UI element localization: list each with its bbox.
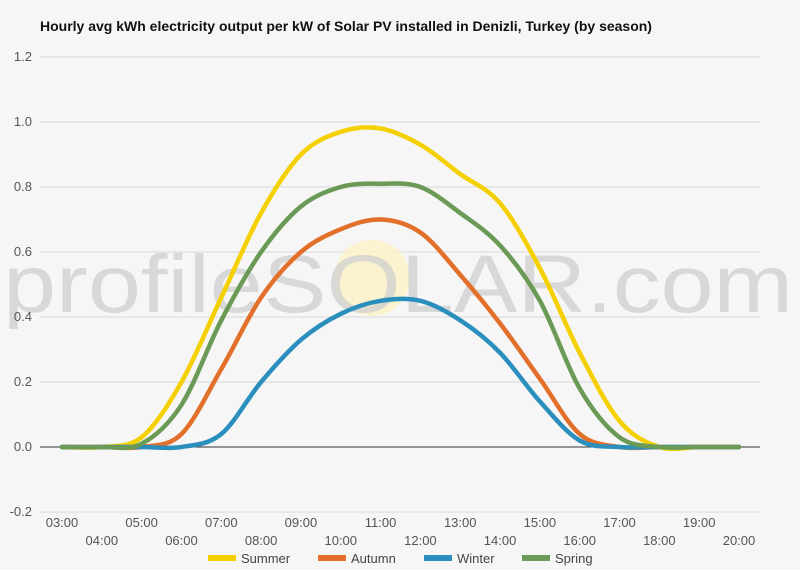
series-line-summer bbox=[59, 125, 742, 452]
x-tick-label: 07:00 bbox=[205, 515, 238, 530]
legend-label-spring: Spring bbox=[555, 551, 593, 566]
x-tick-label: 17:00 bbox=[603, 515, 636, 530]
y-tick-label: 1.2 bbox=[14, 49, 32, 64]
watermark: profileSOLAR.com bbox=[3, 239, 793, 330]
series-lines bbox=[59, 125, 742, 452]
legend-label-summer: Summer bbox=[241, 551, 291, 566]
y-tick-label: 0.2 bbox=[14, 374, 32, 389]
y-tick-label: 0.0 bbox=[14, 439, 32, 454]
legend-swatch-spring bbox=[522, 555, 550, 561]
gridlines bbox=[40, 56, 760, 513]
y-tick-label: 0.8 bbox=[14, 179, 32, 194]
y-tick-label: -0.2 bbox=[10, 504, 32, 519]
legend: Summer Autumn Winter Spring bbox=[208, 551, 593, 566]
watermark-text: profileSOLAR.com bbox=[3, 239, 793, 330]
x-tick-label: 10:00 bbox=[324, 533, 357, 548]
x-tick-label: 13:00 bbox=[444, 515, 477, 530]
y-tick-label: 0.6 bbox=[14, 244, 32, 259]
x-tick-label: 03:00 bbox=[46, 515, 79, 530]
series-line-winter bbox=[59, 296, 742, 451]
watermark-sun bbox=[334, 240, 410, 316]
x-tick-label: 14:00 bbox=[484, 533, 517, 548]
y-axis-ticks: -0.2 0.0 0.2 0.4 0.6 0.8 1.0 1.2 bbox=[10, 49, 32, 519]
legend-swatch-summer bbox=[208, 555, 236, 561]
x-tick-label: 04:00 bbox=[86, 533, 119, 548]
x-tick-label: 09:00 bbox=[285, 515, 318, 530]
x-tick-label: 16:00 bbox=[563, 533, 596, 548]
chart-title: Hourly avg kWh electricity output per kW… bbox=[40, 18, 652, 34]
x-tick-label: 12:00 bbox=[404, 533, 437, 548]
legend-swatch-autumn bbox=[318, 555, 346, 561]
y-tick-label: 0.4 bbox=[14, 309, 32, 324]
x-tick-label: 05:00 bbox=[125, 515, 158, 530]
x-tick-label: 20:00 bbox=[723, 533, 756, 548]
x-tick-label: 18:00 bbox=[643, 533, 676, 548]
x-tick-label: 11:00 bbox=[365, 515, 397, 530]
series-line-spring bbox=[59, 181, 742, 451]
x-tick-label: 19:00 bbox=[683, 515, 716, 530]
x-tick-label: 15:00 bbox=[524, 515, 557, 530]
x-axis-ticks: 03:00 04:00 05:00 06:00 07:00 08:00 09:00 10:00… bbox=[46, 515, 756, 548]
legend-label-winter: Winter bbox=[457, 551, 495, 566]
legend-label-autumn: Autumn bbox=[351, 551, 396, 566]
legend-swatch-winter bbox=[424, 555, 452, 561]
y-tick-label: 1.0 bbox=[14, 114, 32, 129]
x-tick-label: 08:00 bbox=[245, 533, 278, 548]
x-tick-label: 06:00 bbox=[165, 533, 198, 548]
